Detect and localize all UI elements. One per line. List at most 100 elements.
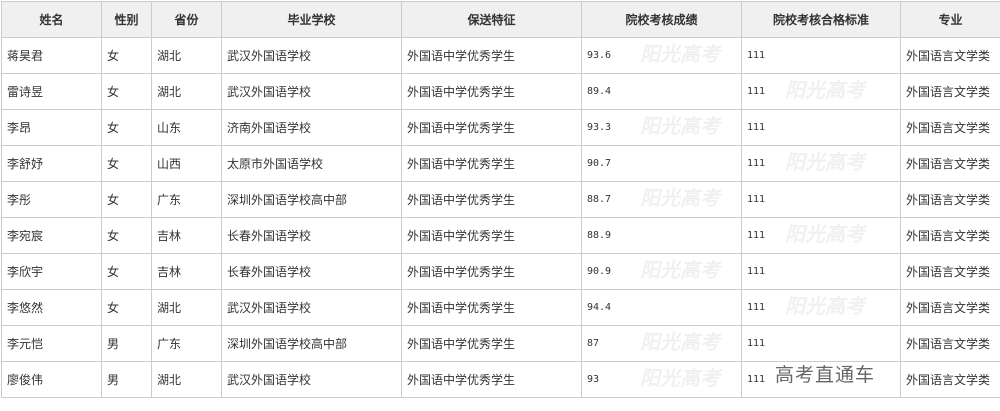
table-cell: 111 xyxy=(741,181,901,218)
table-row: 蒋昊君女湖北 武汉外国语学校 外国语中学优秀学生 93.6 111 外国语言文学类 xyxy=(1,37,1000,74)
corner-watermark: 高考直通车 xyxy=(775,364,876,386)
table-row: 廖俊伟男湖北 武汉外国语学校 外国语中学优秀学生 93 111 外国语言文学类 xyxy=(1,361,1000,398)
table-cell: 94.4 xyxy=(581,289,742,326)
table-cell: 太原市外国语学校 xyxy=(221,145,402,182)
table-cell: 李昂 xyxy=(1,109,102,146)
table-cell: 外国语中学优秀学生 xyxy=(401,325,582,362)
table-cell: 111 xyxy=(741,289,901,326)
table-cell: 外国语言文学类 xyxy=(900,361,1000,398)
table-cell: 外国语中学优秀学生 xyxy=(401,289,582,326)
table-cell: 湖北 xyxy=(151,361,222,398)
table-cell: 111 xyxy=(741,253,901,290)
table-cell: 廖俊伟 xyxy=(1,361,102,398)
table-cell: 外国语中学优秀学生 xyxy=(401,253,582,290)
table-cell: 93 xyxy=(581,361,742,398)
table-cell: 外国语言文学类 xyxy=(900,145,1000,182)
table-cell: 外国语中学优秀学生 xyxy=(401,181,582,218)
table-cell: 外国语中学优秀学生 xyxy=(401,361,582,398)
table-cell: 男 xyxy=(101,361,152,398)
table-cell: 93.6 xyxy=(581,37,742,74)
column-header: 院校考核合格标准 xyxy=(741,1,901,38)
table-cell: 女 xyxy=(101,217,152,254)
table-cell: 蒋昊君 xyxy=(1,37,102,74)
table-cell: 吉林 xyxy=(151,217,222,254)
table-cell: 111 xyxy=(741,109,901,146)
column-header: 毕业学校 xyxy=(221,1,402,38)
table-cell: 女 xyxy=(101,37,152,74)
table-row: 李元恺男广东 深圳外国语学校高中部 外国语中学优秀学生 87 111 外国语言文学类 xyxy=(1,325,1000,362)
table-cell: 深圳外国语学校高中部 xyxy=(221,181,402,218)
table-cell: 武汉外国语学校 xyxy=(221,37,402,74)
table-cell: 山西 xyxy=(151,145,222,182)
table-cell: 90.9 xyxy=(581,253,742,290)
table-cell: 湖北 xyxy=(151,37,222,74)
column-header: 性别 xyxy=(101,1,152,38)
table-row: 李宛宸女吉林 长春外国语学校 外国语中学优秀学生 88.9 111 外国语言文学类 xyxy=(1,217,1000,254)
column-header: 院校考核成绩 xyxy=(581,1,742,38)
table-row: 李欣宇女吉林 长春外国语学校 外国语中学优秀学生 90.9 111 外国语言文学类 xyxy=(1,253,1000,290)
table-cell: 广东 xyxy=(151,181,222,218)
table-cell: 男 xyxy=(101,325,152,362)
table-cell: 女 xyxy=(101,109,152,146)
table-cell: 111 xyxy=(741,37,901,74)
table-cell: 长春外国语学校 xyxy=(221,253,402,290)
table-row: 李舒妤女山西 太原市外国语学校 外国语中学优秀学生 90.7 111 外国语言文学类 xyxy=(1,145,1000,182)
table-cell: 李舒妤 xyxy=(1,145,102,182)
table-cell: 深圳外国语学校高中部 xyxy=(221,325,402,362)
column-header: 姓名 xyxy=(1,1,102,38)
table-cell: 山东 xyxy=(151,109,222,146)
column-header: 保送特征 xyxy=(401,1,582,38)
table-cell: 外国语言文学类 xyxy=(900,289,1000,326)
table-cell: 李彤 xyxy=(1,181,102,218)
table-cell: 111 xyxy=(741,73,901,110)
table-cell: 外国语言文学类 xyxy=(900,73,1000,110)
table-cell: 外国语中学优秀学生 xyxy=(401,73,582,110)
table-cell: 外国语中学优秀学生 xyxy=(401,37,582,74)
column-header: 省份 xyxy=(151,1,222,38)
table-cell: 济南外国语学校 xyxy=(221,109,402,146)
table-cell: 李悠然 xyxy=(1,289,102,326)
table-cell: 89.4 xyxy=(581,73,742,110)
table-cell: 111 xyxy=(741,217,901,254)
table-cell: 111 xyxy=(741,325,901,362)
table-cell: 88.7 xyxy=(581,181,742,218)
table-cell: 88.9 xyxy=(581,217,742,254)
table-cell: 90.7 xyxy=(581,145,742,182)
table-cell: 李欣宇 xyxy=(1,253,102,290)
admission-table: 姓名 性别 省份 毕业学校 保送特征 院校考核成绩 院校考核合格标准 专业 蒋昊君女湖北 武汉外… xyxy=(1,1,1000,398)
table-cell: 外国语言文学类 xyxy=(900,37,1000,74)
table-cell: 吉林 xyxy=(151,253,222,290)
table-cell: 外国语中学优秀学生 xyxy=(401,217,582,254)
table-cell: 广东 xyxy=(151,325,222,362)
table-cell: 外国语中学优秀学生 xyxy=(401,109,582,146)
table-cell: 外国语言文学类 xyxy=(900,109,1000,146)
column-header: 专业 xyxy=(900,1,1000,38)
table-cell: 李宛宸 xyxy=(1,217,102,254)
table-cell: 外国语中学优秀学生 xyxy=(401,145,582,182)
table-cell: 雷诗昱 xyxy=(1,73,102,110)
table-cell: 女 xyxy=(101,253,152,290)
table-cell: 外国语言文学类 xyxy=(900,325,1000,362)
table-cell: 111 xyxy=(741,361,901,398)
table-cell: 李元恺 xyxy=(1,325,102,362)
table-cell: 湖北 xyxy=(151,73,222,110)
table-cell: 武汉外国语学校 xyxy=(221,361,402,398)
header-row: 姓名 性别 省份 毕业学校 保送特征 院校考核成绩 院校考核合格标准 专业 xyxy=(1,1,1000,38)
table-cell: 外国语言文学类 xyxy=(900,253,1000,290)
table-row: 李昂女山东 济南外国语学校 外国语中学优秀学生 93.3 111 外国语言文学类 xyxy=(1,109,1000,146)
table-row: 李悠然女湖北 武汉外国语学校 外国语中学优秀学生 94.4 111 外国语言文学类 xyxy=(1,289,1000,326)
table-cell: 外国语言文学类 xyxy=(900,181,1000,218)
table-row: 李彤女广东 深圳外国语学校高中部 外国语中学优秀学生 88.7 111 外国语言文学类 xyxy=(1,181,1000,218)
table-cell: 武汉外国语学校 xyxy=(221,73,402,110)
table-cell: 女 xyxy=(101,145,152,182)
table-cell: 93.3 xyxy=(581,109,742,146)
table-row: 雷诗昱女湖北 武汉外国语学校 外国语中学优秀学生 89.4 111 外国语言文学类 xyxy=(1,73,1000,110)
table-cell: 87 xyxy=(581,325,742,362)
table-cell: 女 xyxy=(101,73,152,110)
table-cell: 外国语言文学类 xyxy=(900,217,1000,254)
table-cell: 111 xyxy=(741,145,901,182)
table-cell: 女 xyxy=(101,289,152,326)
table-cell: 长春外国语学校 xyxy=(221,217,402,254)
table-cell: 湖北 xyxy=(151,289,222,326)
table-cell: 武汉外国语学校 xyxy=(221,289,402,326)
